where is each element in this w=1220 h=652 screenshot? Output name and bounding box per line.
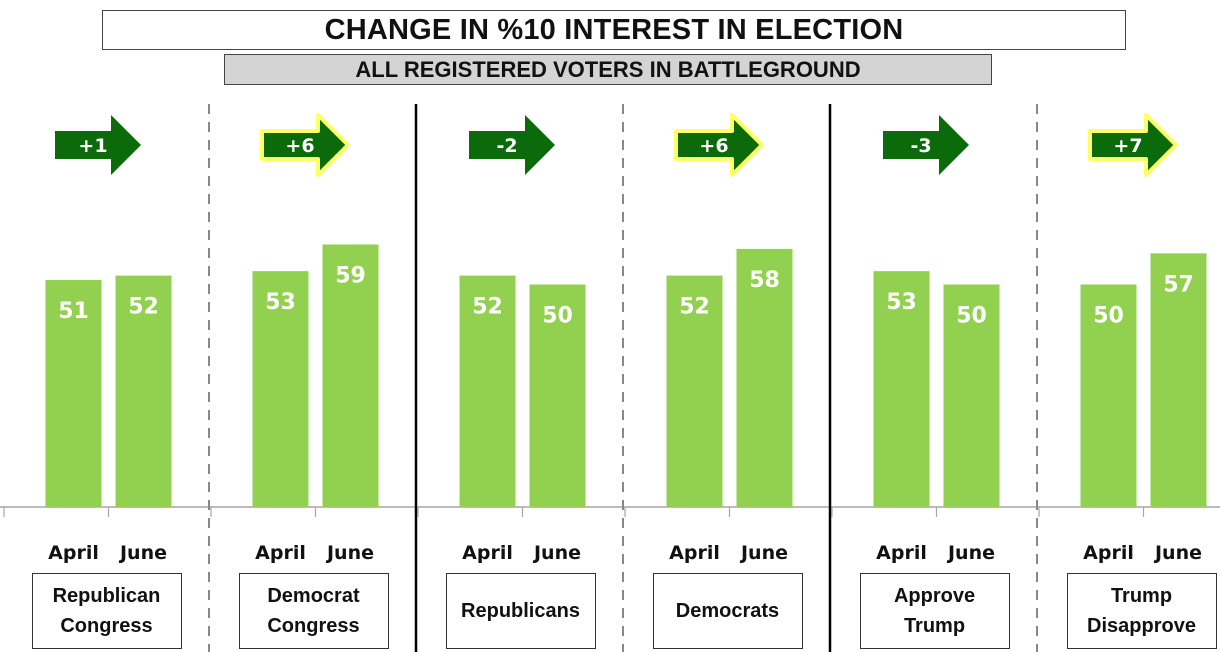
series-tick-label: April [876, 542, 927, 564]
bar-june [322, 244, 379, 507]
series-tick-label: April [48, 542, 99, 564]
series-tick-label: April [669, 542, 720, 564]
bar-value-label: 50 [956, 304, 987, 329]
bar-june [115, 275, 172, 507]
category-label-box: Democrat Congress [238, 573, 389, 649]
bar-april [459, 275, 516, 507]
bar-june [736, 248, 793, 507]
bar-value-label: 50 [542, 304, 573, 329]
bar-april [45, 280, 102, 507]
change-arrow-icon [469, 115, 555, 175]
change-arrow-icon [55, 115, 141, 175]
change-arrow-icon [674, 113, 764, 177]
series-tick-label: April [1083, 542, 1134, 564]
bar-value-label: 52 [128, 295, 159, 320]
bar-april [1080, 284, 1137, 507]
category-label-box: Approve Trump [859, 573, 1010, 649]
change-arrow-icon [1088, 113, 1178, 177]
bar-value-label: 51 [58, 299, 89, 324]
change-arrow-icon [260, 113, 350, 177]
change-arrow-icon [883, 115, 969, 175]
bar-june [1150, 253, 1207, 507]
bar-value-label: 52 [472, 295, 503, 320]
bar-value-label: 53 [886, 290, 917, 315]
change-label: +7 [1113, 135, 1142, 157]
series-tick-label: April [255, 542, 306, 564]
series-tick-label: June [946, 542, 995, 564]
chart-subtitle: ALL REGISTERED VOTERS IN BATTLEGROUND [224, 54, 992, 85]
change-label: +6 [699, 135, 728, 157]
category-label-box: Democrats [652, 573, 803, 649]
series-tick-label: April [462, 542, 513, 564]
change-label: -2 [496, 135, 517, 157]
category-label-box: Trump Disapprove [1066, 573, 1217, 649]
bar-june [943, 284, 1000, 507]
bar-value-label: 58 [749, 268, 780, 293]
bar-value-label: 50 [1093, 304, 1124, 329]
category-label-box: Republicans [445, 573, 596, 649]
bar-value-label: 59 [335, 263, 366, 288]
series-tick-label: June [118, 542, 167, 564]
bar-april [666, 275, 723, 507]
bar-april [252, 271, 309, 507]
bar-value-label: 53 [265, 290, 296, 315]
chart-title: CHANGE IN %10 INTEREST IN ELECTION [102, 10, 1126, 50]
category-label-box: Republican Congress [31, 573, 182, 649]
bar-april [873, 271, 930, 507]
series-tick-label: June [1153, 542, 1202, 564]
change-label: -3 [910, 135, 931, 157]
bar-value-label: 52 [679, 295, 710, 320]
series-tick-label: June [739, 542, 788, 564]
bar-june [529, 284, 586, 507]
series-tick-label: June [532, 542, 581, 564]
series-tick-label: June [325, 542, 374, 564]
change-label: +1 [78, 135, 107, 157]
bar-value-label: 57 [1163, 272, 1194, 297]
change-label: +6 [285, 135, 314, 157]
